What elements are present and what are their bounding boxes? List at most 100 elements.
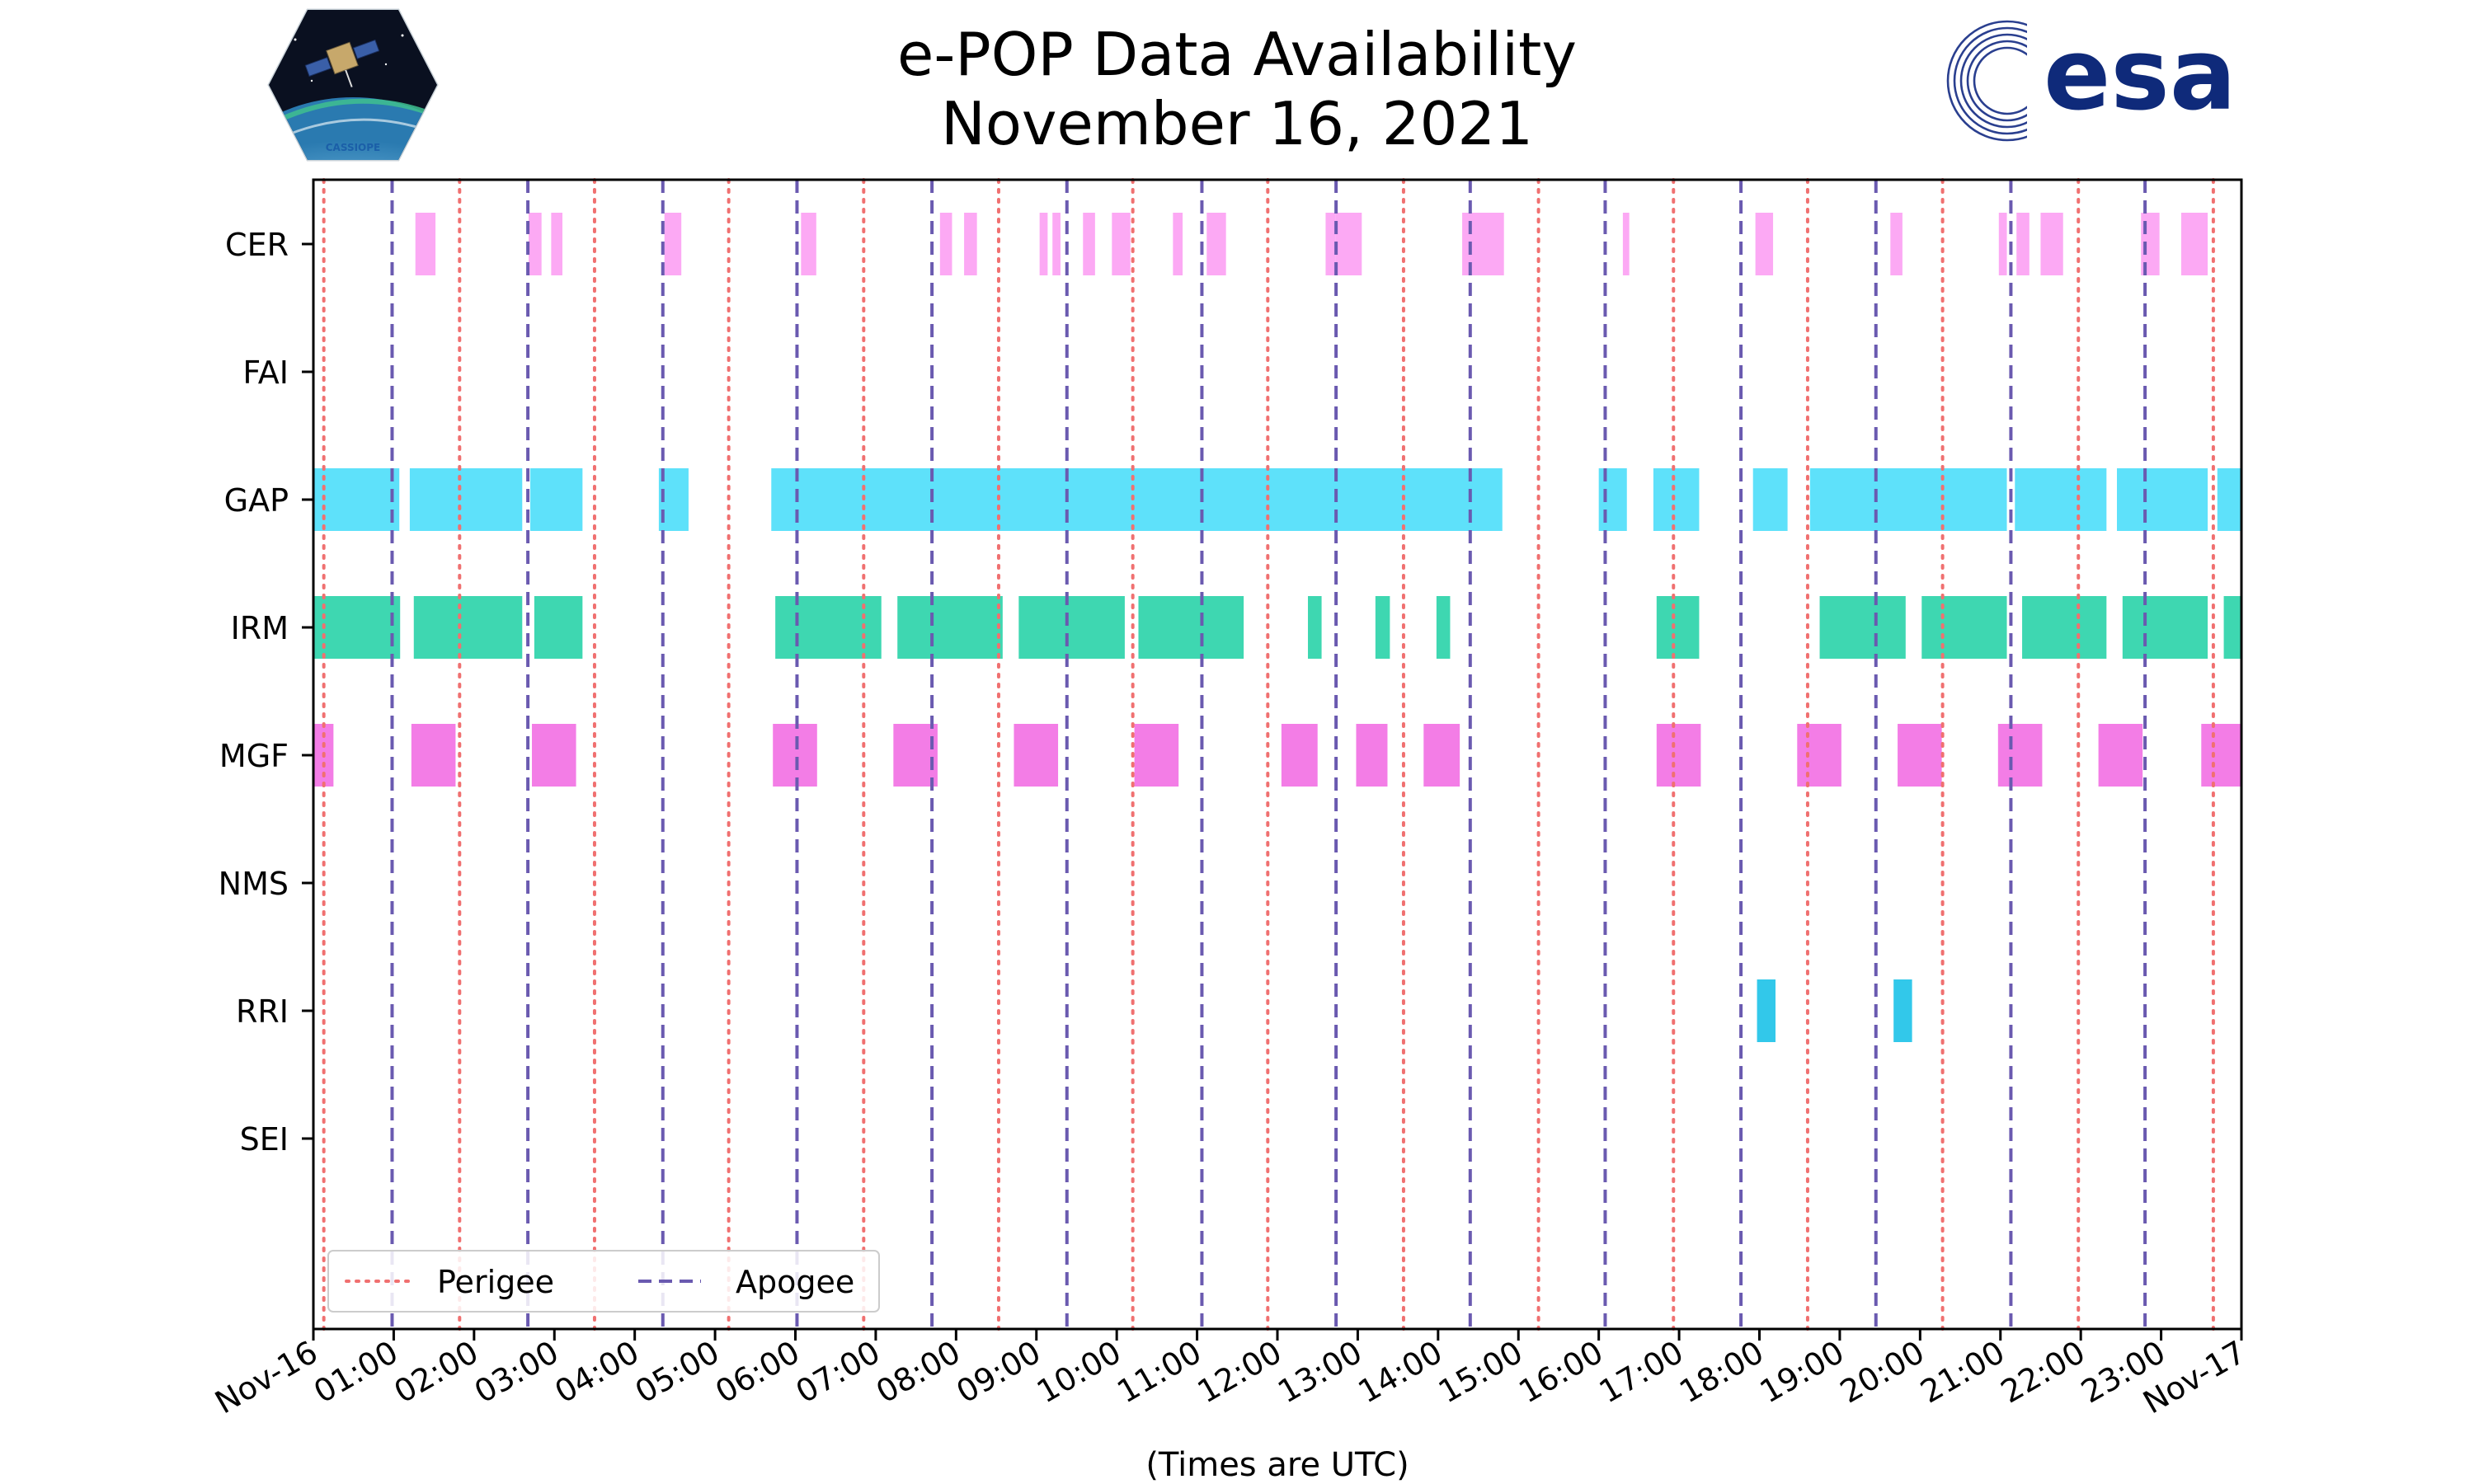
bar-gap bbox=[1598, 468, 1627, 531]
x-axis-label: (Times are UTC) bbox=[1145, 1446, 1409, 1484]
y-tick-label: FAI bbox=[242, 355, 289, 391]
y-tick-label: NMS bbox=[219, 866, 289, 902]
bar-irm bbox=[1375, 596, 1390, 659]
bar-rri bbox=[1757, 979, 1776, 1042]
bar-irm bbox=[413, 596, 523, 659]
bar-irm bbox=[897, 596, 1003, 659]
bar-irm bbox=[2022, 596, 2107, 659]
bar-cer bbox=[1325, 213, 1336, 275]
bar-cer bbox=[2040, 213, 2063, 275]
bar-irm bbox=[313, 596, 401, 659]
x-tick-label: 21:00 bbox=[1914, 1334, 2011, 1411]
bar-cer bbox=[1890, 213, 1903, 275]
x-tick-label: 09:00 bbox=[950, 1334, 1047, 1411]
x-tick-label: 12:00 bbox=[1192, 1334, 1288, 1411]
bar-cer bbox=[529, 213, 542, 275]
bar-irm bbox=[1436, 596, 1451, 659]
bar-gap bbox=[1752, 468, 1788, 531]
y-tick-label: SEI bbox=[240, 1121, 289, 1158]
bar-mgf bbox=[1797, 724, 1841, 787]
bar-irm bbox=[1308, 596, 1322, 659]
x-tick-label: 06:00 bbox=[709, 1334, 806, 1411]
bar-rri bbox=[1893, 979, 1912, 1042]
esa-logo-text: esa bbox=[2044, 20, 2236, 133]
plot-frame bbox=[312, 178, 2243, 1331]
x-tick-label: 18:00 bbox=[1673, 1334, 1770, 1411]
bar-mgf bbox=[773, 724, 817, 787]
bar-mgf bbox=[1356, 724, 1388, 787]
bar-cer bbox=[964, 213, 977, 275]
bar-mgf bbox=[2201, 724, 2241, 787]
x-tick-label: 13:00 bbox=[1272, 1334, 1368, 1411]
bar-mgf bbox=[1014, 724, 1059, 787]
bar-irm bbox=[534, 596, 583, 659]
bar-mgf bbox=[2098, 724, 2143, 787]
legend-apogee-label: Apogee bbox=[736, 1264, 854, 1300]
x-tick-label: 01:00 bbox=[308, 1334, 404, 1411]
bar-cer bbox=[939, 213, 952, 275]
x-tick-label: 05:00 bbox=[629, 1334, 726, 1411]
bar-cer bbox=[1335, 213, 1362, 275]
bar-mgf bbox=[1656, 724, 1701, 787]
x-tick-label: Nov-16 bbox=[209, 1334, 323, 1421]
y-tick-label: CER bbox=[225, 227, 289, 263]
bar-irm bbox=[1138, 596, 1244, 659]
bar-cer bbox=[1112, 213, 1131, 275]
bar-cer bbox=[1998, 213, 2007, 275]
bar-gap bbox=[530, 468, 583, 531]
x-tick-label: 04:00 bbox=[548, 1334, 645, 1411]
x-tick-label: 20:00 bbox=[1834, 1334, 1931, 1411]
x-tick-label: 14:00 bbox=[1352, 1334, 1448, 1411]
y-tick-label: MGF bbox=[219, 738, 289, 774]
bar-gap bbox=[2217, 468, 2241, 531]
bar-cer bbox=[551, 213, 562, 275]
bar-cer bbox=[801, 213, 816, 275]
bar-cer bbox=[1755, 213, 1774, 275]
legend-perigee-label: Perigee bbox=[437, 1264, 554, 1300]
bar-irm bbox=[1018, 596, 1125, 659]
bar-cer bbox=[1622, 213, 1630, 275]
bar-gap bbox=[2015, 468, 2107, 531]
bar-mgf bbox=[893, 724, 938, 787]
bar-gap bbox=[1809, 468, 2007, 531]
bar-mgf bbox=[411, 724, 456, 787]
x-tick-label: 16:00 bbox=[1512, 1334, 1609, 1411]
bar-cer bbox=[1039, 213, 1048, 275]
bar-mgf bbox=[1134, 724, 1179, 787]
bar-mgf bbox=[1423, 724, 1460, 787]
bar-irm bbox=[1819, 596, 1906, 659]
y-tick-label: RRI bbox=[236, 993, 289, 1030]
bar-irm bbox=[1921, 596, 2007, 659]
bar-mgf bbox=[1997, 724, 2043, 787]
bar-gap bbox=[409, 468, 523, 531]
y-tick-label: GAP bbox=[224, 482, 289, 519]
legend-box bbox=[327, 1250, 880, 1313]
x-tick-label: 15:00 bbox=[1432, 1334, 1529, 1411]
bar-cer bbox=[1206, 213, 1226, 275]
esa-logo: esa bbox=[1946, 20, 2236, 143]
bars-group bbox=[313, 213, 2241, 1042]
cassiope-caption: CASSIOPE bbox=[326, 142, 381, 153]
x-tick-label: 19:00 bbox=[1754, 1334, 1851, 1411]
x-tick-label: 02:00 bbox=[388, 1334, 484, 1411]
x-tick-label: 17:00 bbox=[1593, 1334, 1690, 1411]
bar-mgf bbox=[531, 724, 576, 787]
x-tick-label: 03:00 bbox=[468, 1334, 565, 1411]
x-tick-label: 22:00 bbox=[1995, 1334, 2091, 1411]
bar-cer bbox=[415, 213, 436, 275]
y-tick-label: IRM bbox=[231, 610, 289, 646]
bar-irm bbox=[2122, 596, 2208, 659]
bar-cer bbox=[1462, 213, 1504, 275]
bar-gap bbox=[2117, 468, 2208, 531]
chart-subtitle: November 16, 2021 bbox=[940, 89, 1534, 158]
y-axis: CER FAI GAP IRM MGF NMS RRI SEI bbox=[219, 227, 313, 1158]
x-tick-label: 07:00 bbox=[790, 1334, 887, 1411]
x-tick-label: 10:00 bbox=[1031, 1334, 1127, 1411]
bar-cer bbox=[664, 213, 682, 275]
bar-mgf bbox=[1281, 724, 1318, 787]
legend: Perigee Apogee bbox=[327, 1250, 880, 1313]
reference-lines-group bbox=[322, 178, 2215, 1331]
bar-mgf bbox=[1898, 724, 1942, 787]
bar-cer bbox=[1083, 213, 1095, 275]
